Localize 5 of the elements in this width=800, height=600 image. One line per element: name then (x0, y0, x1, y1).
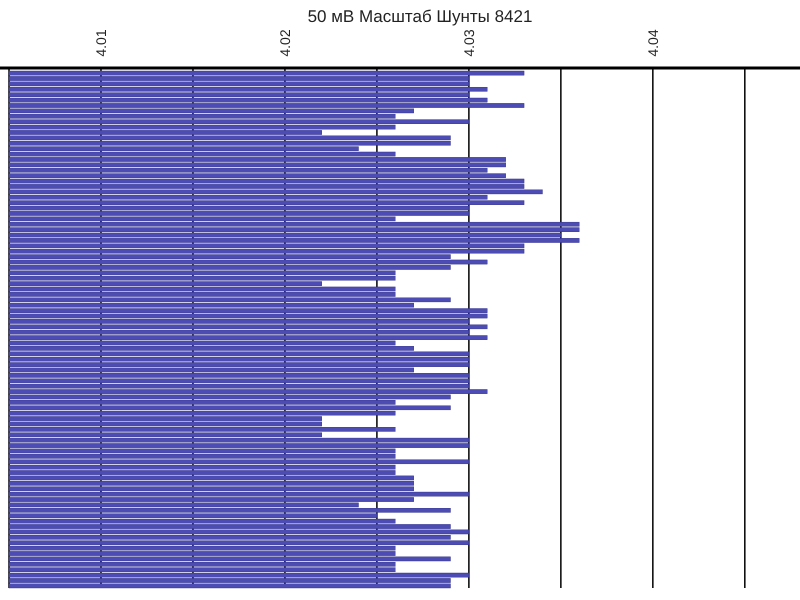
x-tick-label: 4.01 (92, 29, 109, 57)
x-tick-label: 4.02 (276, 29, 293, 57)
x-tick-label: 4.03 (460, 29, 477, 57)
chart-title: 50 мВ Масштаб Шунты 8421 (308, 7, 532, 26)
x-tick-label: 4.04 (644, 29, 661, 57)
